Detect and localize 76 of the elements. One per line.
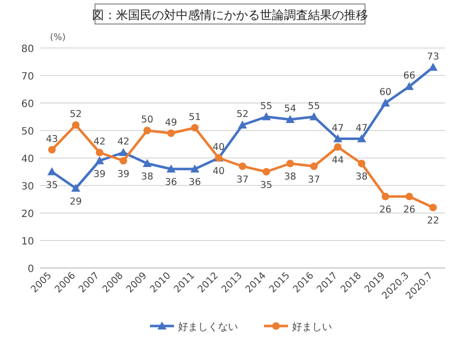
data-label: 26: [379, 204, 392, 216]
point: [167, 129, 175, 138]
data-label: 42: [117, 136, 130, 148]
data-label: 51: [188, 112, 201, 123]
data-label: 52: [236, 109, 249, 120]
legend-label: 好ましい: [292, 322, 332, 333]
point: [191, 124, 199, 132]
point: [405, 192, 414, 200]
point: [428, 62, 438, 71]
data-label: 38: [284, 172, 296, 182]
data-label: 37: [236, 174, 249, 186]
data-label: 39: [94, 168, 106, 180]
y-tick-label: 10: [21, 236, 34, 248]
point: [309, 112, 318, 120]
data-label: 40: [212, 142, 225, 153]
data-label: 35: [260, 180, 272, 191]
data-label: 55: [260, 100, 272, 112]
data-label: 47: [356, 122, 368, 134]
data-label: 49: [164, 117, 178, 128]
point: [166, 164, 176, 172]
point: [72, 121, 80, 129]
data-label: 50: [141, 114, 154, 126]
point: [190, 164, 200, 172]
point: [142, 159, 152, 167]
point: [334, 143, 342, 151]
point: [238, 120, 247, 128]
data-label: 66: [403, 70, 416, 82]
data-label: 42: [94, 136, 106, 148]
chart-title: 図：米国民の対中感情にかかる世論調査結果の推移: [92, 8, 368, 22]
y-tick-label: 30: [21, 182, 34, 192]
data-label: 54: [284, 104, 296, 114]
data-label: 40: [212, 166, 225, 177]
point: [48, 146, 56, 154]
data-label: 73: [427, 51, 440, 62]
data-label: 22: [427, 216, 440, 226]
data-label: 39: [117, 168, 130, 180]
point: [333, 134, 342, 142]
data-label: 38: [356, 172, 368, 182]
y-tick-label: 60: [21, 99, 34, 110]
y-tick-label: 40: [21, 154, 34, 165]
legend-label: 好ましくない: [178, 322, 238, 333]
point: [358, 160, 366, 168]
point: [286, 115, 295, 123]
point: [380, 98, 390, 106]
data-label: 26: [403, 204, 416, 216]
point: [95, 156, 104, 164]
point: [96, 148, 104, 156]
data-label: 36: [188, 177, 201, 188]
point: [382, 192, 390, 200]
data-label: 52: [70, 109, 82, 120]
y-tick-label: 0: [28, 264, 34, 275]
point: [310, 162, 318, 170]
y-tick-label: 70: [21, 72, 34, 82]
data-label: 29: [70, 196, 82, 208]
y-tick-label: 50: [21, 126, 34, 138]
data-label: 35: [46, 180, 58, 191]
point: [120, 156, 128, 165]
point: [143, 126, 152, 134]
data-label: 44: [332, 155, 344, 166]
data-label: 43: [46, 134, 58, 145]
point: [238, 162, 246, 170]
point: [262, 168, 270, 176]
y-tick-label: 80: [21, 44, 34, 55]
data-label: 38: [141, 172, 154, 182]
point: [429, 204, 437, 212]
data-label: 60: [379, 87, 392, 98]
point: [262, 112, 271, 120]
data-label: 37: [308, 174, 320, 186]
point: [71, 184, 80, 192]
point: [357, 134, 366, 142]
y-tick-label: 20: [21, 209, 34, 220]
point: [286, 160, 294, 168]
data-label: 55: [308, 100, 320, 112]
data-label: 36: [164, 177, 178, 188]
data-label: 47: [332, 122, 344, 134]
y-axis-title: (%): [50, 33, 66, 43]
